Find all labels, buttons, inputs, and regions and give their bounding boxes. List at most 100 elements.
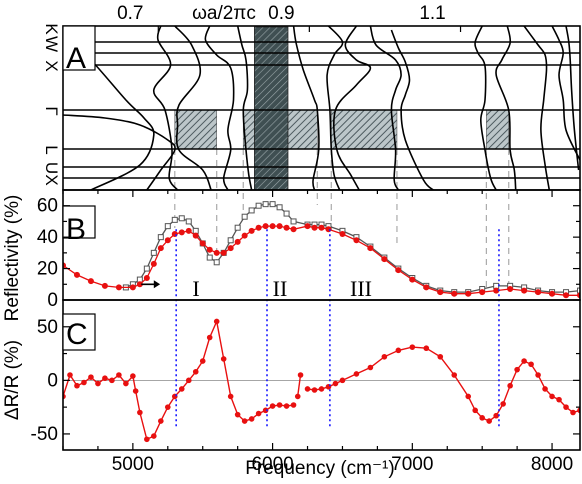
series-1-point-20 — [263, 202, 268, 207]
series-0-point-21 — [242, 233, 248, 239]
dr-series-0-point-3 — [81, 380, 87, 386]
series-0-point-13 — [186, 228, 192, 234]
band-curve-6 — [294, 26, 319, 190]
series-1-point-6 — [165, 224, 170, 229]
k-point-label-5: U — [42, 162, 61, 174]
dr-series-0-point-20 — [193, 369, 199, 375]
band-curve-8 — [334, 26, 371, 190]
resonance-marker-lines — [176, 229, 499, 428]
region-label-ii: II — [273, 276, 288, 301]
series-1-point-9 — [186, 219, 191, 224]
dr-series-0-point-25 — [228, 394, 234, 400]
onset-arrow-head — [154, 280, 160, 288]
series-0-point-2 — [88, 278, 94, 284]
y-tick-label-b-2: 40 — [37, 227, 58, 248]
x-tick-label-3: 8000 — [531, 454, 573, 475]
dr-series-0-point-28 — [249, 416, 255, 422]
series-1-point-18 — [249, 208, 254, 213]
dr-series-2-point-0 — [305, 386, 311, 392]
dr-series-0-point-18 — [179, 386, 185, 392]
dr-series-2-point-21 — [514, 367, 520, 373]
series-0-point-41 — [451, 291, 457, 297]
dr-series-0-point-32 — [277, 402, 283, 408]
series-0-point-5 — [130, 284, 136, 290]
series-1-point-23 — [284, 211, 289, 216]
x-axis-title: Frequency (cm⁻¹) — [245, 458, 394, 479]
series-0-point-19 — [228, 245, 234, 251]
y-tick-label-b-0: 0 — [47, 290, 58, 311]
dr-series-1-line — [298, 375, 301, 396]
dr-series-2-point-2 — [319, 386, 325, 392]
series-1-point-3 — [144, 266, 149, 271]
series-1-point-16 — [235, 225, 240, 230]
k-point-label-1: W — [42, 36, 61, 52]
series-0-point-8 — [151, 261, 157, 267]
series-0-point-49 — [563, 292, 569, 298]
dr-series-2-point-13 — [451, 372, 457, 378]
series-0-point-39 — [423, 284, 429, 290]
band-curve-12 — [496, 26, 516, 190]
series-1-point-13 — [214, 260, 219, 265]
dr-series-2-point-24 — [535, 372, 541, 378]
dr-series-2-point-23 — [528, 361, 534, 367]
dr-series-0-point-33 — [284, 403, 290, 409]
series-0-point-29 — [305, 223, 311, 229]
dr-series-2-point-5 — [340, 378, 346, 384]
x-tick-label-2: 7000 — [391, 454, 433, 475]
band-curve-5 — [238, 26, 252, 190]
dr-series-0-point-34 — [291, 402, 297, 408]
series-0-point-23 — [256, 225, 262, 231]
series-0-point-28 — [291, 226, 297, 232]
series-0-point-26 — [277, 223, 283, 229]
series-0-point-40 — [437, 289, 443, 295]
dr-series-2-point-25 — [542, 386, 548, 392]
y-tick-label-b-3: 60 — [37, 196, 58, 217]
series-0-point-25 — [270, 223, 276, 229]
partial-gap-3 — [331, 110, 397, 149]
dr-series-0-point-11 — [133, 388, 139, 394]
top-axis-label: ωa/2πc — [192, 3, 256, 24]
series-0-point-46 — [521, 288, 527, 294]
dr-series-2-point-1 — [312, 387, 318, 393]
series-0-point-38 — [409, 277, 415, 283]
y-axis-title-b: Reflectivity (%) — [2, 195, 23, 322]
series-0-point-20 — [235, 239, 241, 245]
band-gap-regions — [175, 27, 509, 190]
series-0-point-33 — [339, 231, 345, 237]
series-0-point-35 — [367, 245, 373, 251]
band-curve-11 — [475, 26, 496, 190]
panel-c-differential-reflectivity — [60, 319, 582, 442]
series-0-point-47 — [535, 289, 541, 295]
dr-series-2-point-29 — [570, 410, 576, 416]
series-1-point-17 — [242, 214, 247, 219]
series-1-point-7 — [172, 217, 177, 222]
series-0-point-14 — [193, 233, 199, 239]
series-0-point-12 — [179, 229, 185, 235]
dr-series-0-point-16 — [165, 404, 171, 410]
band-curve-7 — [327, 26, 343, 190]
series-1-point-8 — [179, 216, 184, 221]
dr-series-2-point-14 — [465, 394, 471, 400]
series-0-point-10 — [165, 237, 171, 243]
series-1-point-24 — [291, 219, 296, 224]
dr-series-2-line — [308, 347, 581, 421]
series-0-point-42 — [465, 291, 471, 297]
dr-series-1-point-0 — [295, 394, 301, 400]
dr-series-0-point-19 — [186, 378, 192, 384]
series-0-point-18 — [221, 250, 227, 256]
y-tick-label-b-1: 20 — [37, 259, 58, 280]
series-0-point-31 — [319, 225, 325, 231]
series-1-point-21 — [270, 202, 275, 207]
dr-series-0-point-29 — [256, 411, 262, 417]
dr-series-0-point-24 — [221, 356, 227, 362]
series-0-point-17 — [214, 250, 220, 256]
region-label-iii: III — [350, 276, 372, 301]
series-0-point-3 — [102, 283, 108, 289]
series-0-point-36 — [381, 256, 387, 262]
frame-c — [63, 300, 580, 450]
dr-series-0-point-8 — [116, 372, 122, 378]
k-point-label-4: L — [42, 145, 61, 154]
dr-series-2-point-10 — [410, 344, 416, 350]
